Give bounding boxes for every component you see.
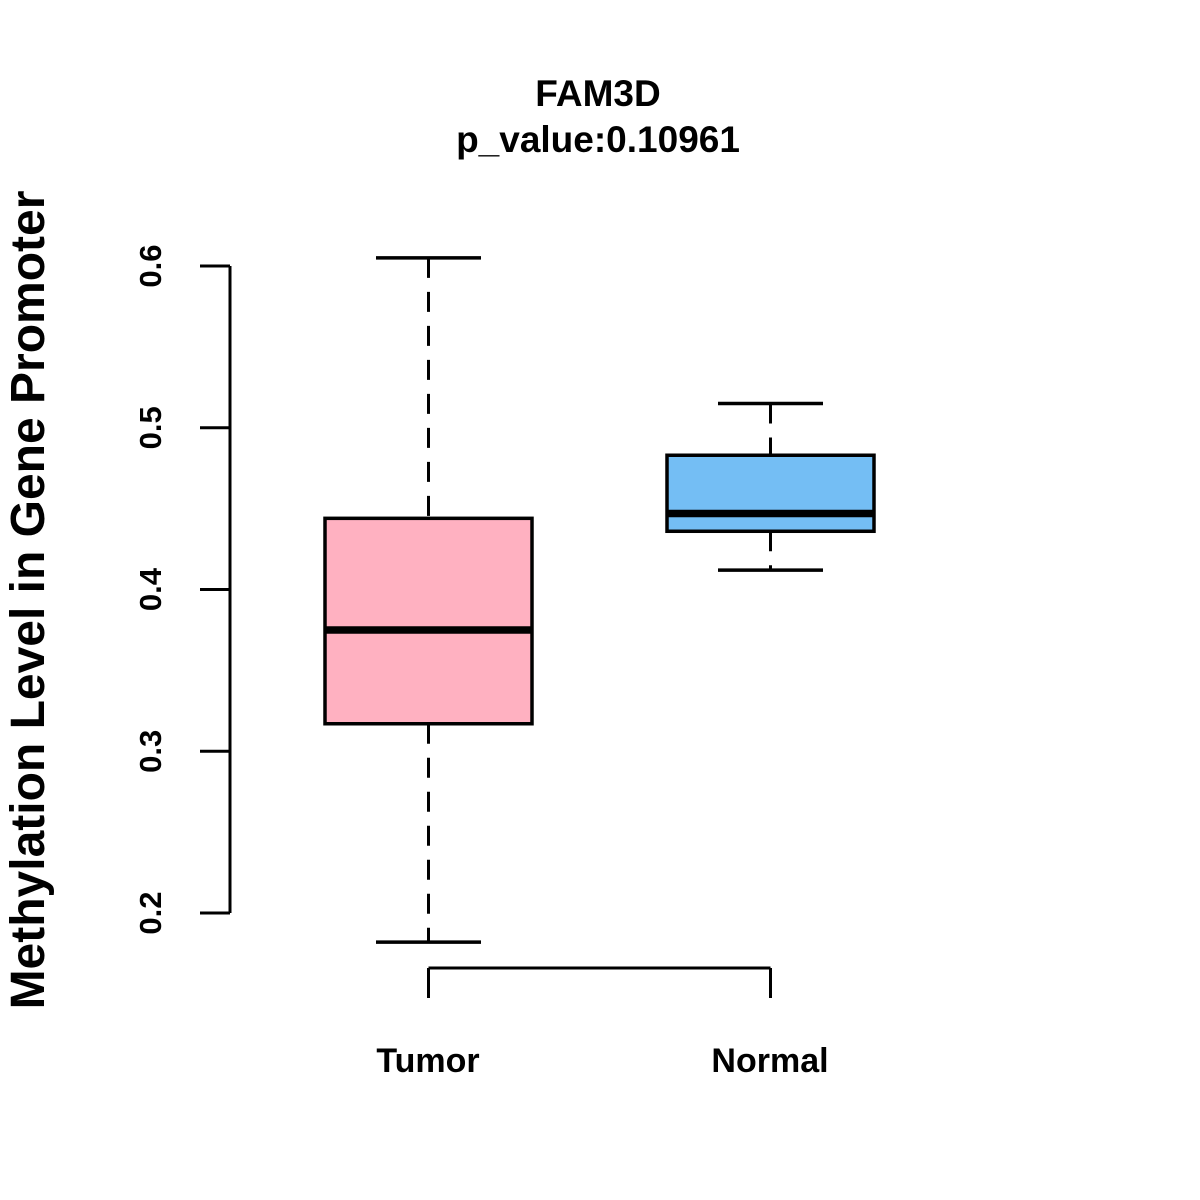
box-series <box>323 256 876 944</box>
box-tumor <box>323 516 534 726</box>
y-tick-label: 0.2 <box>133 891 168 934</box>
chart-subtitle: p_value:0.10961 <box>456 119 740 160</box>
x-category-label-tumor: Tumor <box>376 1042 479 1080</box>
y-axis-title: Methylation Level in Gene Promoter <box>2 191 55 1010</box>
y-axis: 0.2 0.3 0.4 0.5 0.6 <box>133 244 232 935</box>
y-tick-label: 0.6 <box>133 244 168 287</box>
y-tick-label: 0.4 <box>133 567 168 611</box>
y-tick-label: 0.5 <box>133 406 168 449</box>
x-category-label-normal: Normal <box>711 1042 828 1080</box>
y-tick-label: 0.3 <box>133 730 168 773</box>
box-normal <box>665 453 876 534</box>
x-axis <box>427 966 772 998</box>
chart-title: FAM3D <box>535 73 660 114</box>
